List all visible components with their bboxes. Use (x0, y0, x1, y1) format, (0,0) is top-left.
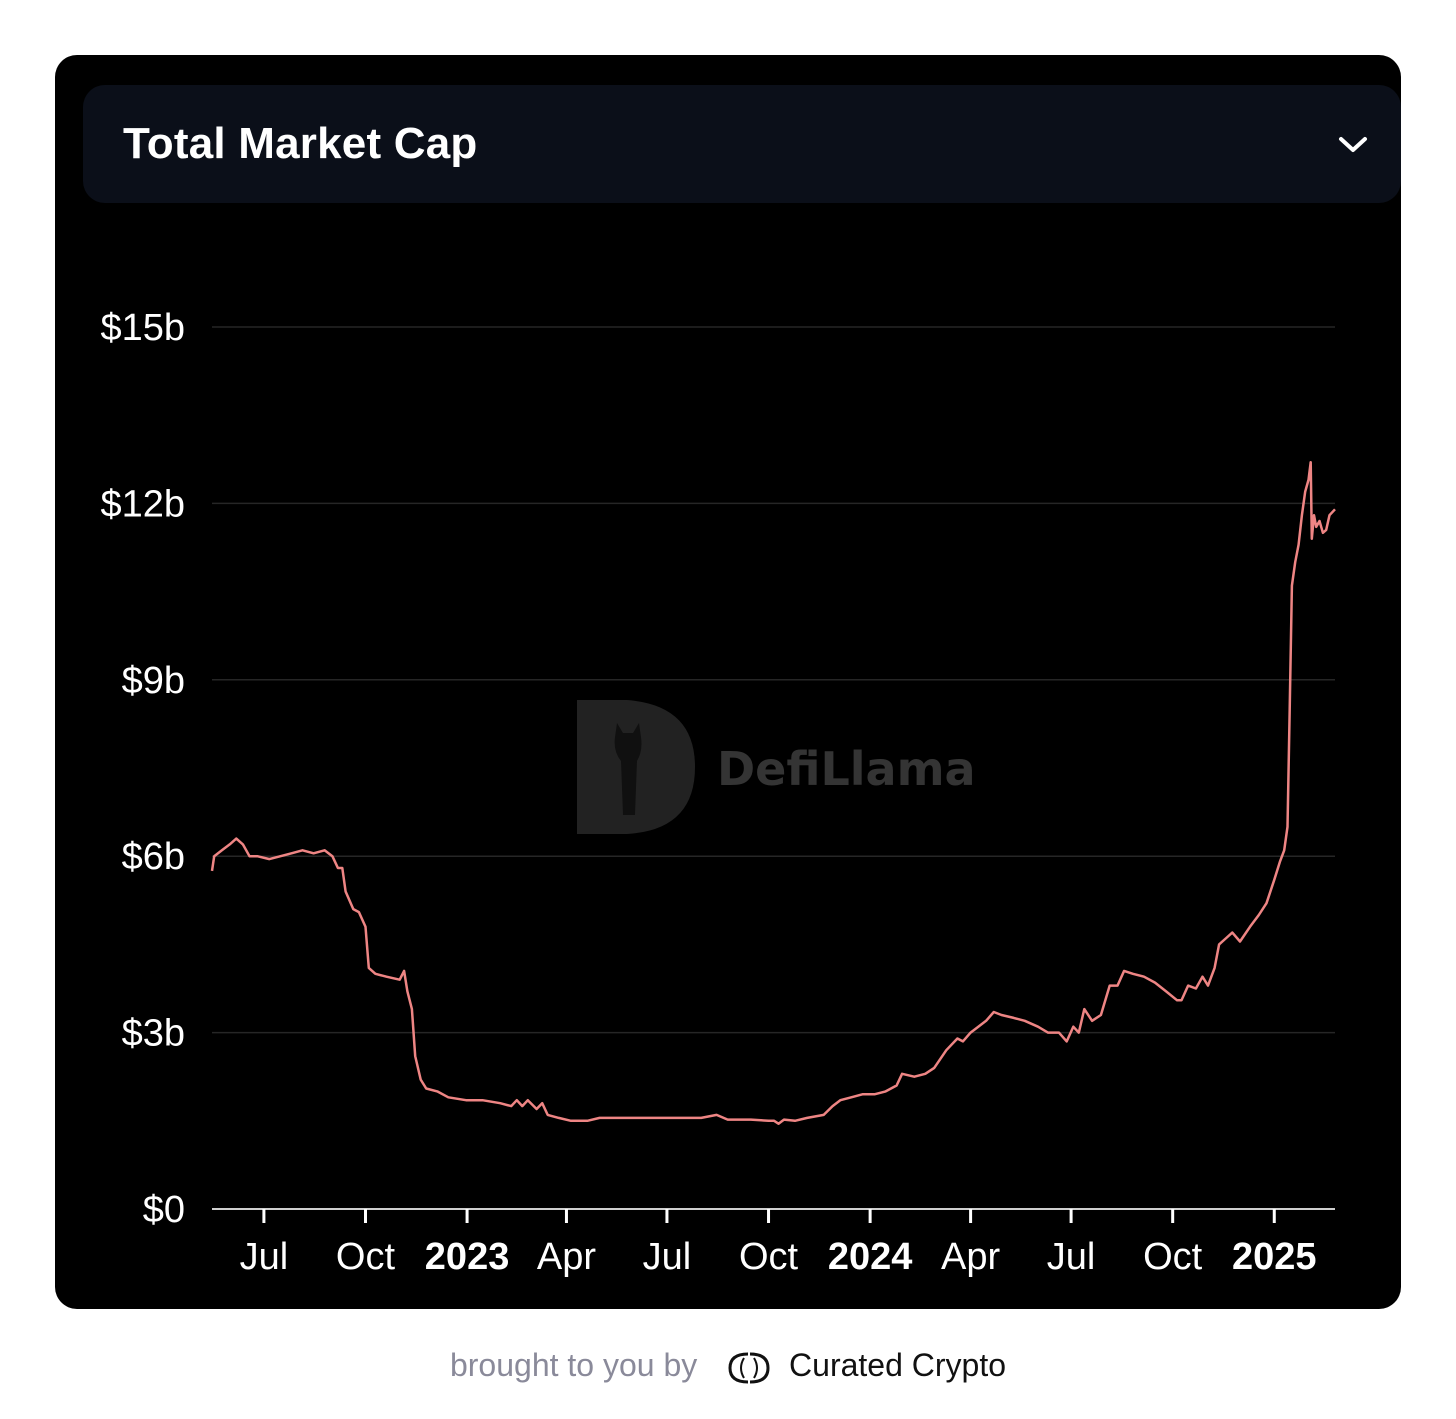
y-tick-label: $3b (122, 1013, 185, 1055)
curated-crypto-logo-icon (728, 1352, 770, 1384)
grid-lines (212, 326, 1335, 1034)
x-tick-label: Oct (1143, 1236, 1203, 1278)
y-tick-label: $6b (122, 836, 185, 878)
market-cap-chart: DefiLlama $0 $3b $6b $9b $12b $15b Jul Oct 2023… (100, 307, 1336, 1278)
market-cap-line (210, 460, 1336, 1125)
x-tick-label: 2025 (1232, 1236, 1317, 1278)
chart-header[interactable]: Total Market Cap (83, 85, 1401, 203)
x-tick-label: Oct (739, 1236, 799, 1278)
defillama-watermark: DefiLlama (577, 700, 976, 834)
footer: brought to you by Curated Crypto (0, 1340, 1456, 1390)
x-tick-label: Apr (941, 1236, 1000, 1278)
footer-brand: Curated Crypto (789, 1347, 1007, 1383)
x-tick-label: 2024 (828, 1236, 913, 1278)
y-tick-label: $9b (122, 660, 185, 702)
x-tick-label: Oct (336, 1236, 396, 1278)
footer-prefix: brought to you by (449, 1347, 698, 1383)
x-tick-label: Jul (240, 1236, 289, 1278)
x-tick-label: Jul (643, 1236, 692, 1278)
y-tick-label: $15b (100, 307, 185, 349)
x-axis: Jul Oct 2023 Apr Jul Oct 2024 Apr Jul Oct 2025 (212, 1208, 1335, 1278)
chevron-down-icon[interactable] (1335, 129, 1371, 159)
defillama-logo (577, 700, 695, 834)
y-axis: $0 $3b $6b $9b $12b $15b (100, 307, 185, 1231)
x-tick-label: Apr (537, 1236, 596, 1278)
y-tick-label: $12b (100, 483, 185, 525)
llama-icon (614, 723, 642, 815)
watermark-text: DefiLlama (717, 742, 976, 796)
chart-title: Total Market Cap (123, 119, 478, 168)
chart-card: Total Market Cap DefiLlama $0 $3b $6b $9b $1… (55, 55, 1401, 1309)
x-tick-label: Jul (1047, 1236, 1096, 1278)
x-tick-label: 2023 (425, 1236, 510, 1278)
y-tick-label: $0 (143, 1189, 185, 1231)
